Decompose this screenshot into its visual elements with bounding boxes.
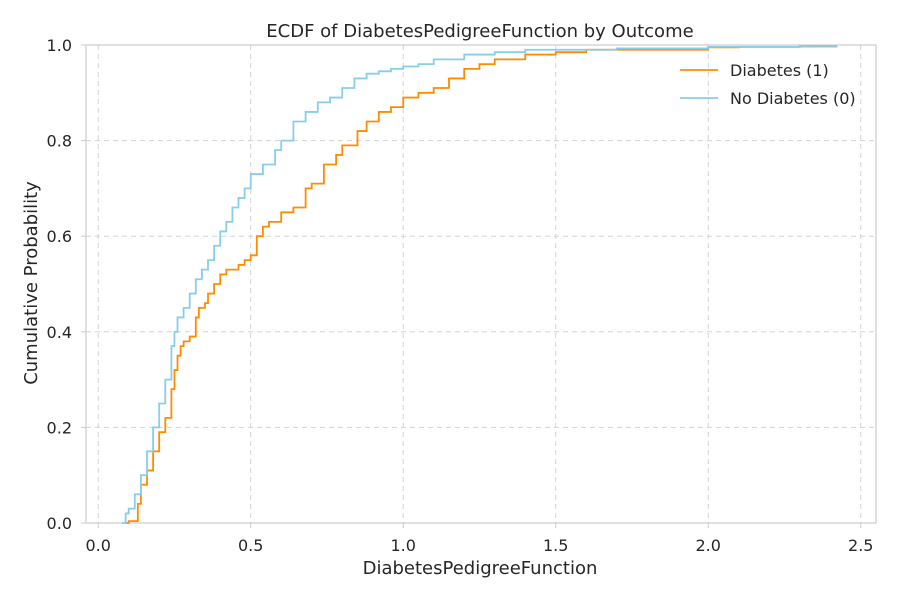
legend-label: No Diabetes (0)	[730, 89, 856, 108]
y-tick-label: 0.6	[47, 227, 72, 246]
x-tick-label: 0.5	[238, 536, 263, 555]
plot-frame	[85, 44, 877, 524]
legend: Diabetes (1) No Diabetes (0)	[680, 61, 856, 108]
x-tick-label: 2.0	[696, 536, 721, 555]
y-tick-label: 0.0	[47, 514, 72, 533]
grid-layer	[86, 45, 876, 523]
series-line-no-diabetes-0	[121, 45, 838, 524]
series-layer	[121, 45, 838, 524]
tick-layer: 0.0 0.5 1.0 1.5 2.0 2.5 0.0 0.2 0.4 0.6 0.8 1.0	[47, 36, 874, 555]
series-line-diabetes-1	[125, 45, 838, 524]
chart-title: ECDF of DiabetesPedigreeFunction by Outc…	[266, 21, 693, 42]
y-tick-label: 1.0	[47, 36, 72, 55]
x-tick-label: 1.5	[543, 536, 568, 555]
x-axis-title: DiabetesPedigreeFunction	[363, 558, 598, 579]
y-tick-label: 0.2	[47, 418, 72, 437]
x-tick-label: 0.0	[85, 536, 110, 555]
y-axis-title: Cumulative Probability	[21, 181, 42, 385]
y-tick-label: 0.8	[47, 132, 72, 151]
legend-label: Diabetes (1)	[730, 61, 829, 80]
x-tick-label: 1.0	[390, 536, 415, 555]
y-tick-label: 0.4	[47, 323, 72, 342]
x-tick-label: 2.5	[848, 536, 873, 555]
